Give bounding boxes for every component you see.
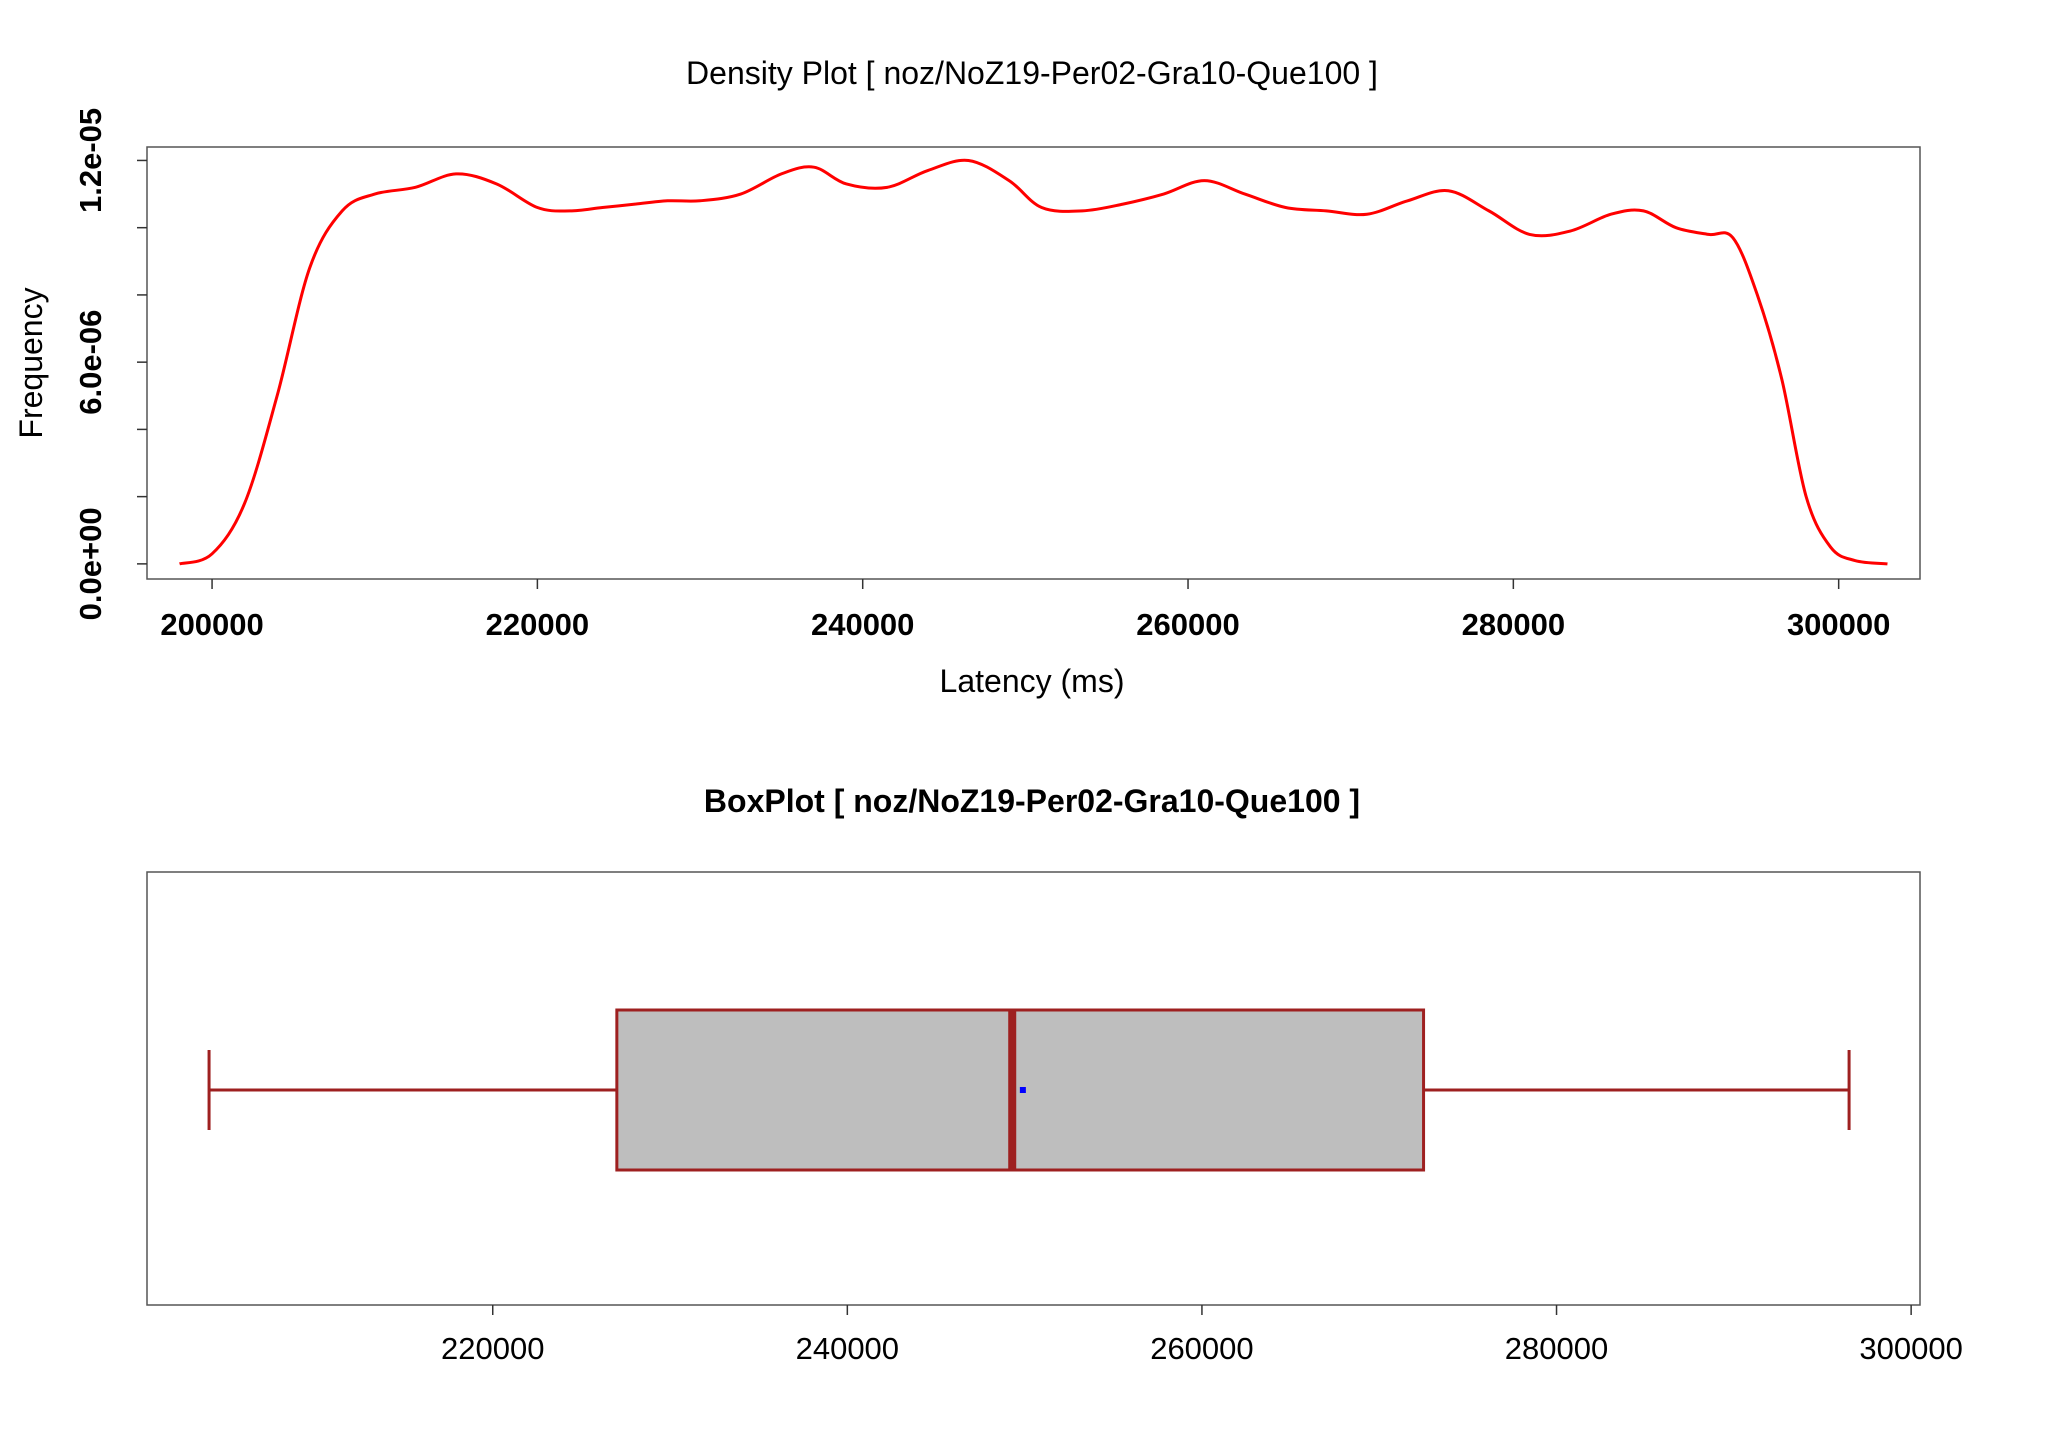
boxplot-marks [207, 1008, 1851, 1172]
density-x-tick-label: 260000 [1136, 607, 1239, 642]
density-plot-frame [146, 146, 1921, 580]
boxplot-mean-marker [1019, 1087, 1026, 1093]
boxplot-x-axis: 220000 240000 260000 280000 300000 [441, 1305, 1963, 1366]
density-x-tick-label: 240000 [811, 607, 914, 642]
density-curve [179, 158, 1888, 566]
density-y-tick-label: 6.0e-06 [73, 310, 108, 415]
box-plot: BoxPlot [ noz/NoZ19-Per02-Gra10-Que100 ]… [146, 783, 1963, 1366]
density-y-axis-label: Frequency [13, 287, 49, 438]
boxplot-x-tick-label: 220000 [441, 1331, 544, 1366]
boxplot-x-tick-label: 240000 [796, 1331, 899, 1366]
density-y-axis: 0.0e+00 6.0e-06 1.2e-05 [73, 108, 147, 620]
boxplot-title: BoxPlot [ noz/NoZ19-Per02-Gra10-Que100 ] [704, 783, 1360, 819]
density-x-tick-label: 300000 [1787, 607, 1890, 642]
density-x-tick-label: 280000 [1462, 607, 1565, 642]
boxplot-x-tick-label: 260000 [1150, 1331, 1253, 1366]
density-title: Density Plot [ noz/NoZ19-Per02-Gra10-Que… [686, 55, 1378, 91]
density-x-axis: 200000 220000 240000 260000 280000 300000 [160, 579, 1890, 642]
density-x-tick-label: 200000 [160, 607, 263, 642]
density-x-axis-label: Latency (ms) [940, 663, 1125, 699]
boxplot-x-tick-label: 300000 [1859, 1331, 1962, 1366]
density-plot: Density Plot [ noz/NoZ19-Per02-Gra10-Que… [13, 55, 1921, 699]
density-y-tick-label: 1.2e-05 [73, 108, 108, 213]
density-x-tick-label: 220000 [486, 607, 589, 642]
boxplot-x-tick-label: 280000 [1505, 1331, 1608, 1366]
density-y-tick-label: 0.0e+00 [73, 507, 108, 620]
boxplot-frame [146, 871, 1921, 1306]
